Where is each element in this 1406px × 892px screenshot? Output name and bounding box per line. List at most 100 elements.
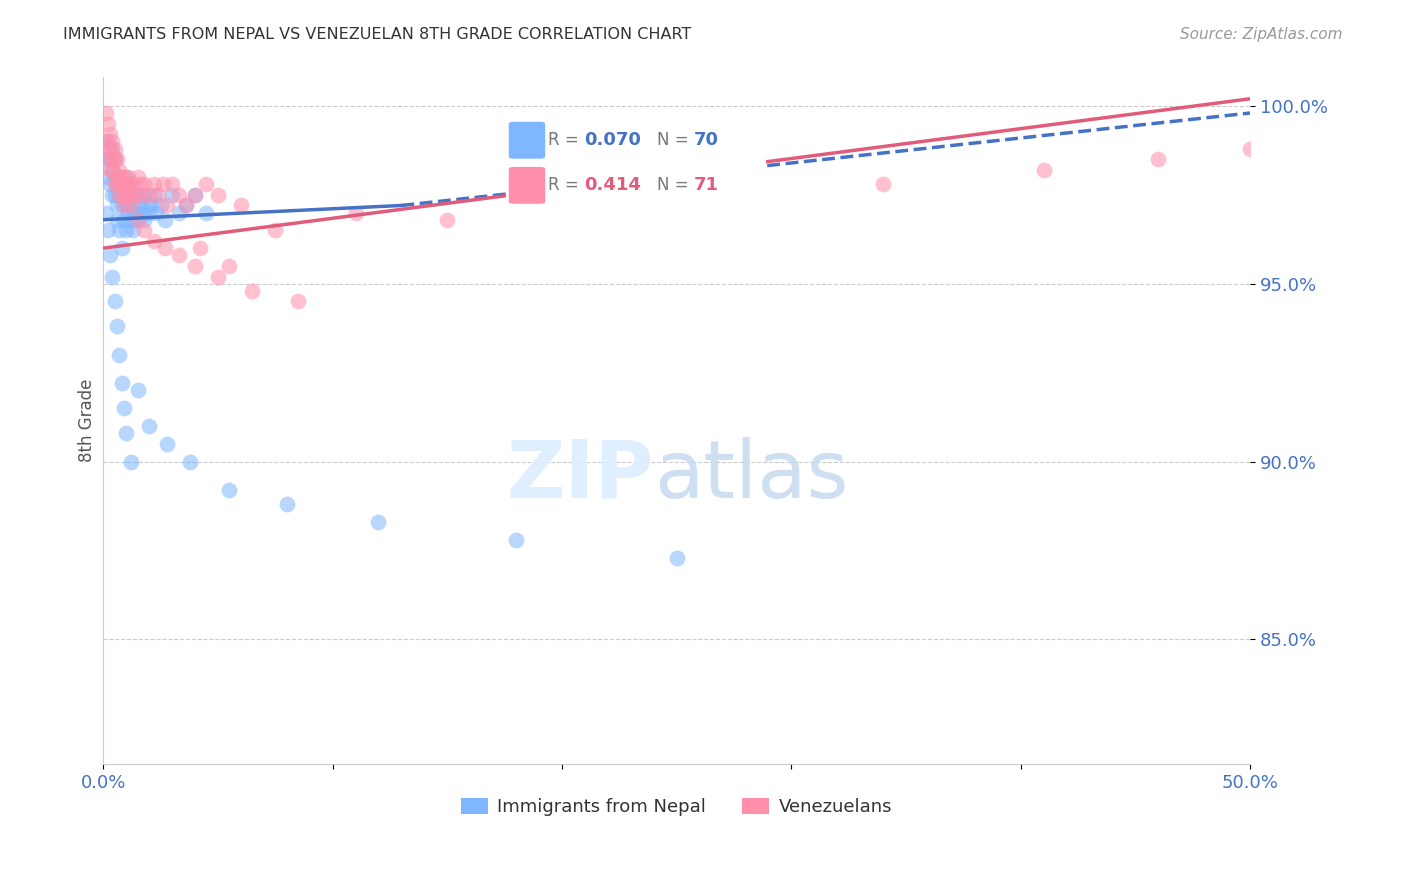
Text: 70: 70 <box>693 131 718 149</box>
Point <box>101 187 124 202</box>
Point <box>112 198 135 212</box>
Point <box>174 198 197 212</box>
Point <box>138 419 160 434</box>
Point <box>105 198 128 212</box>
Point <box>98 248 121 262</box>
Point <box>134 212 156 227</box>
Point <box>142 177 165 191</box>
Point <box>135 198 157 212</box>
Point <box>104 177 127 191</box>
Point <box>229 198 252 212</box>
Point <box>98 128 121 142</box>
Point <box>287 294 309 309</box>
Text: Source: ZipAtlas.com: Source: ZipAtlas.com <box>1180 27 1343 42</box>
Point <box>94 153 117 167</box>
Point <box>112 177 135 191</box>
Point <box>120 198 142 212</box>
Point <box>127 169 149 184</box>
Point <box>665 550 688 565</box>
Point <box>110 169 132 184</box>
Point <box>108 187 131 202</box>
Point <box>98 153 121 167</box>
Point <box>134 177 156 191</box>
Point <box>160 177 183 191</box>
Point <box>105 319 128 334</box>
Point <box>179 454 201 468</box>
Point <box>207 269 229 284</box>
Point <box>110 177 132 191</box>
Point <box>108 348 131 362</box>
Point <box>142 234 165 248</box>
Point <box>131 205 153 219</box>
Text: atlas: atlas <box>654 436 848 515</box>
Point <box>124 187 146 202</box>
Point <box>551 198 574 212</box>
Point <box>115 187 138 202</box>
Point <box>115 169 138 184</box>
FancyBboxPatch shape <box>509 167 546 204</box>
Point <box>131 187 153 202</box>
Point <box>153 241 176 255</box>
Point <box>167 248 190 262</box>
FancyBboxPatch shape <box>501 110 772 216</box>
Point <box>127 384 149 398</box>
Text: 71: 71 <box>693 177 718 194</box>
FancyBboxPatch shape <box>509 122 546 159</box>
Point <box>110 177 132 191</box>
Point <box>108 169 131 184</box>
Point <box>264 223 287 237</box>
Point <box>436 212 458 227</box>
Point <box>108 169 131 184</box>
Point <box>120 212 142 227</box>
Point <box>97 142 120 156</box>
Point <box>218 483 240 497</box>
Point <box>141 198 163 212</box>
Point <box>122 177 145 191</box>
Point <box>195 205 218 219</box>
Point <box>94 205 117 219</box>
Point <box>112 169 135 184</box>
Point <box>101 162 124 177</box>
Point <box>105 212 128 227</box>
Point <box>160 187 183 202</box>
Point <box>711 187 734 202</box>
Point <box>117 177 139 191</box>
Point <box>104 153 127 167</box>
Point <box>94 106 117 120</box>
Point <box>108 187 131 202</box>
Point <box>105 169 128 184</box>
Point <box>505 533 527 547</box>
Point <box>97 223 120 237</box>
Point <box>117 169 139 184</box>
Point <box>98 142 121 156</box>
Point <box>122 223 145 237</box>
Point <box>120 177 142 191</box>
Point <box>174 198 197 212</box>
Point <box>148 187 170 202</box>
Point <box>104 187 127 202</box>
Point <box>98 162 121 177</box>
Text: N =: N = <box>657 177 695 194</box>
Point <box>167 187 190 202</box>
Point <box>97 169 120 184</box>
Point <box>112 187 135 202</box>
Point <box>240 284 263 298</box>
Point <box>138 187 160 202</box>
Y-axis label: 8th Grade: 8th Grade <box>79 379 96 462</box>
Text: 0.070: 0.070 <box>585 131 641 149</box>
Point <box>101 153 124 167</box>
Point <box>145 205 167 219</box>
Point <box>105 177 128 191</box>
Point <box>104 169 127 184</box>
Point <box>127 212 149 227</box>
Text: 0.414: 0.414 <box>585 177 641 194</box>
Point <box>94 135 117 149</box>
Point <box>129 198 152 212</box>
Point <box>120 187 142 202</box>
Point <box>156 436 179 450</box>
Point <box>124 205 146 219</box>
Point <box>127 212 149 227</box>
Point <box>872 177 894 191</box>
Point <box>276 497 298 511</box>
Point <box>1147 153 1170 167</box>
